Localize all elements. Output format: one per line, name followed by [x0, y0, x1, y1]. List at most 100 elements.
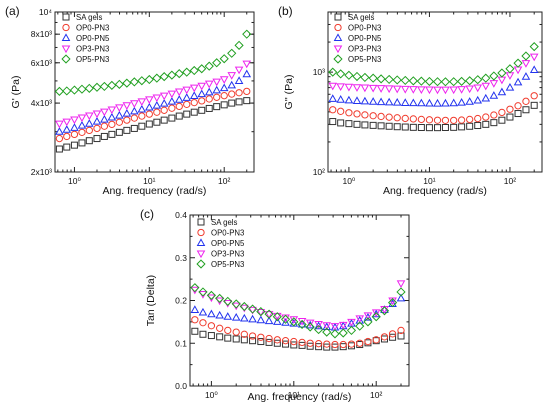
- data-point: [314, 340, 323, 348]
- data-point: [521, 51, 531, 61]
- data-point: [248, 332, 257, 340]
- data-point: [505, 64, 515, 74]
- data-point: [306, 342, 314, 350]
- data-point: [224, 334, 232, 342]
- data-point: [174, 95, 184, 103]
- data-point: [175, 112, 183, 120]
- data-point: [298, 338, 306, 347]
- x-tick-label: 10¹: [143, 176, 155, 186]
- data-point: [336, 95, 345, 103]
- data-point: [360, 72, 370, 83]
- data-point: [206, 290, 217, 300]
- data-point: [482, 113, 490, 121]
- data-point: [389, 333, 397, 341]
- data-point: [465, 97, 474, 105]
- data-point: [315, 343, 323, 351]
- data-point: [473, 95, 483, 104]
- data-point: [384, 85, 394, 94]
- data-point: [228, 99, 236, 107]
- data-point: [363, 312, 373, 321]
- data-point: [377, 112, 385, 121]
- data-point: [384, 74, 394, 85]
- data-point: [361, 111, 369, 119]
- data-point: [239, 301, 249, 312]
- data-point: [123, 126, 131, 134]
- data-point: [256, 315, 266, 324]
- data-point: [234, 40, 244, 50]
- data-point: [305, 319, 315, 328]
- data-point: [265, 338, 273, 346]
- series-op5-pn3: [328, 42, 539, 87]
- data-point: [314, 321, 323, 330]
- x-tick-label: 10⁰: [342, 176, 355, 186]
- data-point: [243, 97, 251, 105]
- y-tick-label: 0.0: [175, 381, 187, 391]
- data-point: [159, 98, 169, 107]
- data-point: [371, 312, 381, 322]
- series-op5-pn3: [190, 283, 406, 339]
- data-point: [273, 336, 281, 344]
- data-point: [77, 114, 87, 123]
- data-point: [314, 324, 324, 335]
- y-axis-title: Tan (Delta): [145, 275, 157, 326]
- data-point: [297, 319, 307, 328]
- data-point: [70, 123, 79, 131]
- data-point: [240, 336, 248, 344]
- data-point: [115, 118, 124, 126]
- y-tick-label: 10⁴: [39, 7, 52, 17]
- data-point: [159, 72, 169, 82]
- data-point: [353, 110, 361, 118]
- data-point: [417, 98, 426, 107]
- data-point: [314, 320, 323, 329]
- data-point: [197, 89, 207, 98]
- legend-marker: [197, 228, 205, 237]
- data-point: [216, 324, 224, 332]
- data-point: [190, 283, 200, 293]
- data-point: [234, 66, 244, 75]
- data-point: [199, 319, 207, 327]
- data-point: [392, 85, 402, 94]
- data-point: [396, 287, 406, 297]
- legend-label: OP0-PN5: [348, 34, 382, 43]
- series-op5-pn3: [54, 29, 252, 96]
- data-point: [235, 98, 243, 106]
- data-point: [115, 110, 124, 119]
- data-point: [145, 102, 154, 111]
- data-point: [122, 102, 132, 110]
- data-point: [198, 287, 208, 297]
- data-point: [220, 92, 228, 100]
- data-point: [400, 75, 410, 86]
- data-point: [159, 92, 169, 101]
- data-point: [248, 306, 257, 315]
- data-point: [247, 304, 258, 314]
- data-point: [168, 114, 176, 122]
- data-point: [529, 53, 539, 62]
- data-point: [204, 61, 214, 71]
- data-point: [449, 86, 458, 95]
- data-point: [114, 79, 124, 89]
- data-point: [174, 88, 184, 97]
- legend-marker: [197, 218, 205, 226]
- legend-label: OP3-PN3: [348, 45, 381, 54]
- data-point: [168, 104, 176, 112]
- data-point: [380, 335, 388, 343]
- data-point: [424, 76, 435, 87]
- data-point: [137, 98, 147, 106]
- data-point: [264, 311, 274, 319]
- data-point: [272, 312, 282, 322]
- data-point: [490, 119, 498, 127]
- data-point: [242, 69, 252, 78]
- data-point: [78, 128, 86, 137]
- data-point: [346, 325, 357, 336]
- data-point: [70, 116, 79, 125]
- data-point: [242, 29, 252, 39]
- data-point: [281, 318, 290, 326]
- data-point: [396, 293, 406, 302]
- data-point: [256, 308, 266, 317]
- data-point: [107, 106, 117, 115]
- y-axis-title: G' (Pa): [10, 76, 22, 109]
- chart-panel-1: (a) 10⁰ 10¹ 10² 2x10³ 4x10³ 6x10³ 8x10³ 10⁴ Ang. …: [5, 4, 255, 197]
- data-point: [458, 123, 466, 131]
- data-point: [328, 67, 338, 77]
